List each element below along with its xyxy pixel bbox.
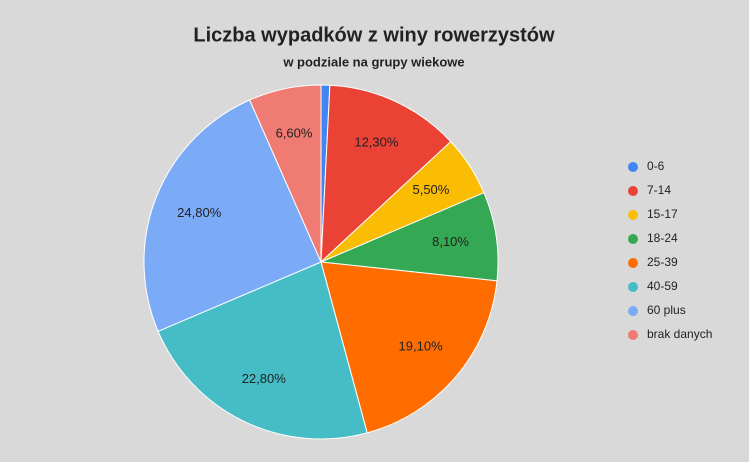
pie-slice xyxy=(320,84,452,264)
legend-label: 0-6 xyxy=(647,159,665,173)
slice-label: 22,80% xyxy=(242,371,287,386)
legend-marker xyxy=(628,282,638,292)
legend-label: 7-14 xyxy=(647,183,671,197)
legend-marker xyxy=(628,258,638,268)
slice-label: 5,50% xyxy=(412,182,449,197)
pie-slice xyxy=(157,261,368,440)
legend-marker xyxy=(628,306,638,316)
legend-label: 15-17 xyxy=(647,207,678,221)
pie-slice xyxy=(319,192,499,282)
slice-label: 6,60% xyxy=(276,125,313,140)
slice-label: 19,10% xyxy=(399,339,444,354)
slice-label: 12,30% xyxy=(354,135,399,150)
legend-label: 60 plus xyxy=(647,303,686,317)
legend-label: 40-59 xyxy=(647,279,678,293)
legend-label: brak danych xyxy=(647,327,712,341)
slice-label: 8,10% xyxy=(432,234,469,249)
chart-title: Liczba wypadków z winy rowerzystów xyxy=(193,24,555,46)
legend-marker xyxy=(628,234,638,244)
legend-marker xyxy=(628,162,638,172)
legend-label: 25-39 xyxy=(647,255,678,269)
slice-label: 24,80% xyxy=(177,205,222,220)
legend-label: 18-24 xyxy=(647,231,678,245)
legend-marker xyxy=(628,210,638,220)
legend-marker xyxy=(628,330,638,340)
pie-slice xyxy=(249,84,322,263)
legend-marker xyxy=(628,186,638,196)
chart-subtitle: w podziale na grupy wiekowe xyxy=(282,54,464,69)
pie-slice xyxy=(143,99,322,332)
pie-slice xyxy=(320,261,498,434)
